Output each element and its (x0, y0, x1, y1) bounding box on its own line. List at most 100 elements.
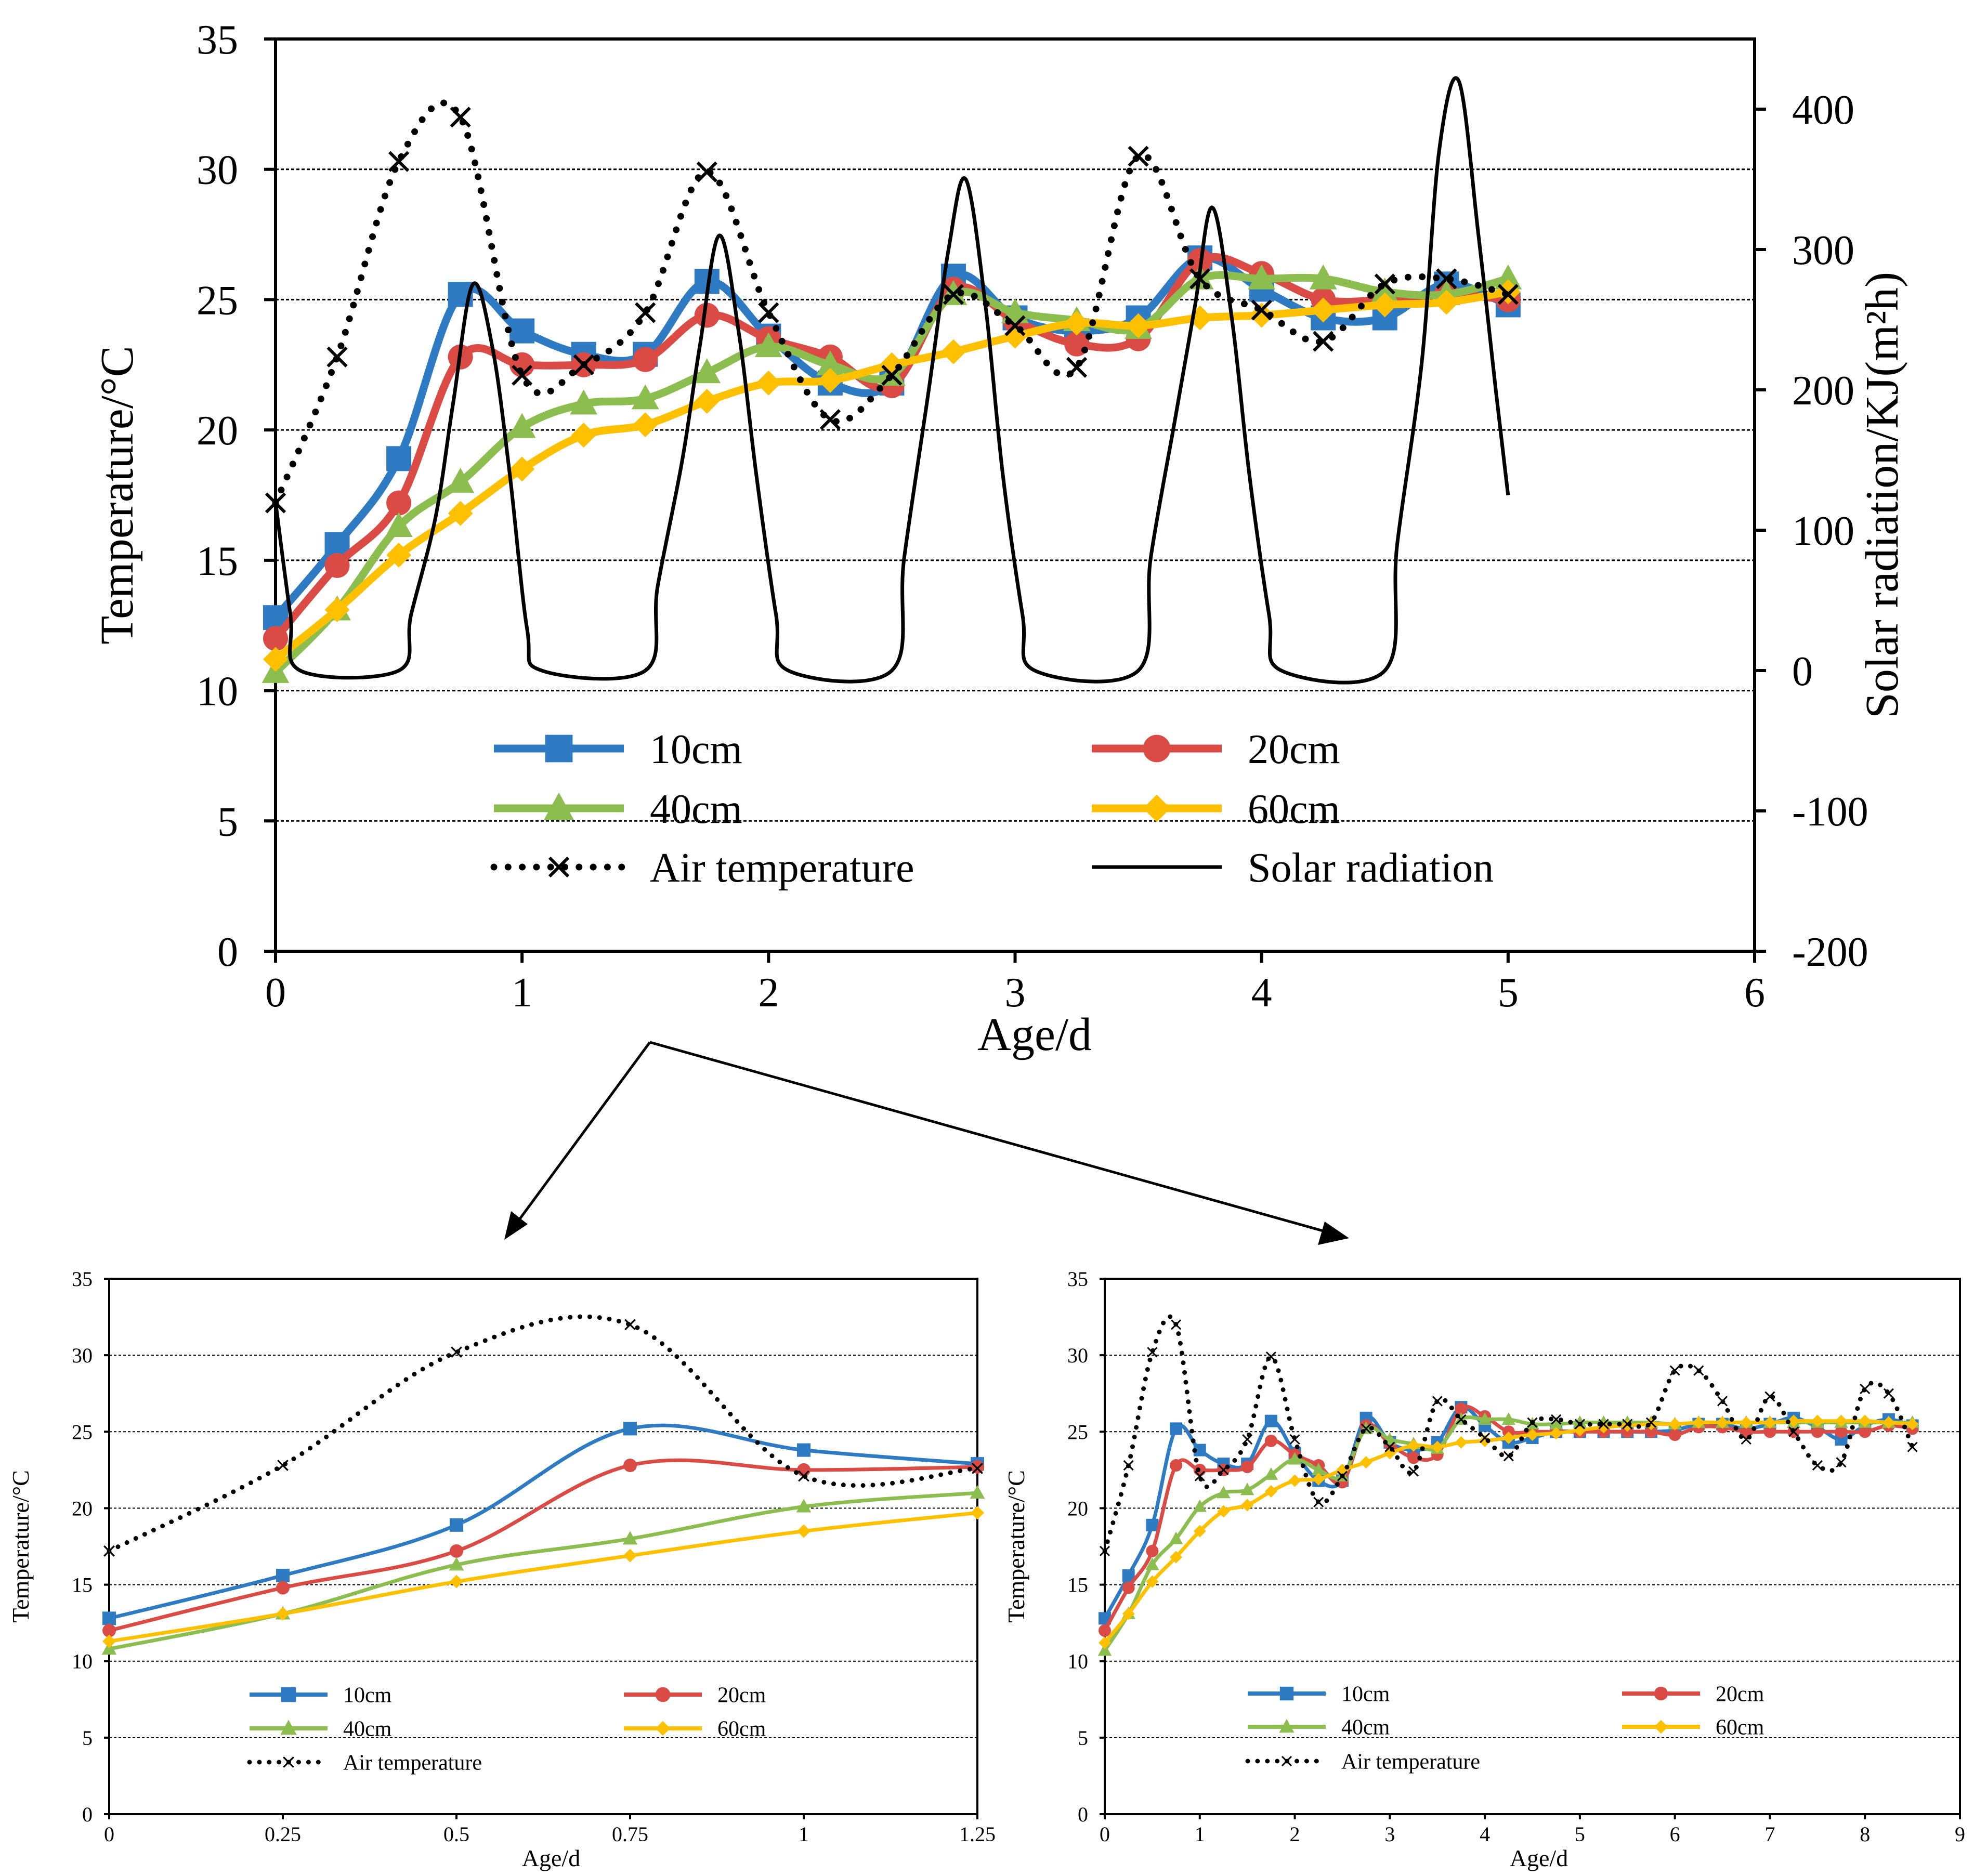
y-axis-label: Temperature/°C (91, 346, 143, 644)
legend-label: 20cm (717, 1684, 766, 1708)
data-point-60cm (1740, 1416, 1753, 1429)
data-point-60cm (1264, 1485, 1277, 1498)
legend-item-solar-radiation: Solar radiation (1092, 845, 1494, 891)
data-point-40cm (1217, 1486, 1231, 1499)
data-point-air-temperature (1717, 1396, 1728, 1407)
cross-stroke (1281, 1755, 1292, 1767)
cross-stroke (1251, 299, 1272, 321)
y-tick-label: 35 (72, 1267, 93, 1291)
cross-stroke (1456, 1414, 1467, 1425)
data-point-air-temperature (1313, 331, 1334, 352)
legend-label: 60cm (1248, 786, 1340, 832)
y-tick-label: 0 (217, 929, 238, 975)
data-point-air-temperature (1622, 1419, 1633, 1429)
x-tick-label: 0 (104, 1822, 114, 1846)
x-tick-label: 8 (1860, 1822, 1870, 1846)
legend-marker (283, 1756, 294, 1768)
x-tick-label: 6 (1670, 1822, 1680, 1846)
cross-stroke (1313, 331, 1334, 352)
y-tick-label: 30 (197, 148, 238, 193)
x-tick-label: 2 (1290, 1822, 1300, 1846)
data-point-20cm (1099, 1624, 1111, 1637)
plot-frame (108, 1278, 978, 1815)
data-point-20cm (633, 347, 658, 372)
legend-label: Air temperature (650, 845, 914, 891)
data-point-60cm (1692, 1416, 1705, 1429)
x-tick-label: 5 (1575, 1822, 1585, 1846)
legend-item-60cm: 60cm (1092, 786, 1340, 832)
data-point-40cm (631, 384, 659, 410)
cross-stroke (1128, 146, 1149, 167)
data-point-40cm (1264, 1467, 1278, 1480)
data-point-20cm (1668, 1428, 1681, 1441)
data-point-60cm (1526, 1428, 1539, 1441)
data-point-air-temperature (1218, 1464, 1229, 1475)
y-tick-label: 15 (197, 539, 238, 584)
data-point-60cm (1550, 1427, 1563, 1440)
data-point-air-temperature (1788, 1426, 1799, 1437)
long-term-chart: 0 5 10 15 20 25 30 35 0 1 2 3 4 5 6 7 8 9 Age/d Temperature… (1003, 1267, 1965, 1871)
cross-stroke (103, 1545, 115, 1557)
data-point-air-temperature (624, 1319, 636, 1331)
y-tick-label: 20 (197, 408, 238, 454)
data-point-air-temperature (1171, 1319, 1182, 1330)
x-tick-label: 3 (1384, 1822, 1395, 1846)
cross-stroke (1598, 1419, 1609, 1429)
cross-stroke (1693, 1365, 1704, 1376)
legend-item-air-temperature: Air temperature (247, 1751, 482, 1775)
x-tick-label: 4 (1480, 1822, 1490, 1846)
data-point-20cm (102, 1623, 116, 1637)
legend-label: Air temperature (1341, 1750, 1480, 1774)
data-point-air-temperature (1194, 1471, 1205, 1481)
cross-stroke (819, 409, 841, 430)
legend-marker (655, 1721, 671, 1736)
data-point-60cm (1434, 290, 1459, 315)
data-point-60cm (1882, 1416, 1895, 1429)
data-point-20cm (1835, 1425, 1848, 1438)
cross-stroke (548, 856, 570, 878)
legend-label: 40cm (343, 1717, 392, 1741)
zoom-chart: 0 5 10 15 20 25 30 35 0 0.25 0.5 0.75 1 1.25 Age/d Temp… (7, 1267, 996, 1871)
data-point-air-temperature (1066, 357, 1088, 378)
data-point-20cm (1407, 1451, 1420, 1464)
data-point-40cm (449, 1557, 464, 1571)
data-point-60cm (1479, 1434, 1492, 1447)
legend-item-20cm: 20cm (624, 1684, 766, 1708)
data-point-40cm (693, 358, 721, 384)
y-tick-label: 20 (72, 1497, 93, 1520)
y2-tick-label: 400 (1792, 87, 1854, 133)
data-point-air-temperature (1456, 1414, 1467, 1425)
data-point-40cm (1193, 1499, 1207, 1512)
data-point-air-temperature (326, 346, 348, 368)
data-point-60cm (817, 368, 843, 393)
data-point-air-temperature (1669, 1365, 1680, 1376)
cross-stroke (1503, 1451, 1514, 1462)
data-point-air-temperature (1551, 1414, 1562, 1425)
data-point-air-temperature (1764, 1391, 1775, 1402)
y-tick-label: 25 (72, 1420, 93, 1444)
data-point-60cm (940, 339, 966, 364)
cross-stroke (1883, 1388, 1894, 1399)
cross-stroke (1764, 1391, 1775, 1402)
data-point-60cm (1193, 1525, 1206, 1538)
x-tick-label: 0.5 (443, 1822, 469, 1846)
data-point-40cm (570, 389, 598, 415)
data-point-10cm (276, 1568, 290, 1582)
data-point-20cm (623, 1459, 637, 1473)
data-point-60cm (1716, 1416, 1729, 1429)
legend-item-40cm: 40cm (1248, 1716, 1390, 1740)
cross-stroke (1907, 1441, 1918, 1452)
data-point-air-temperature (972, 1463, 983, 1474)
y2-tick-label: 300 (1792, 228, 1854, 273)
cross-stroke (1218, 1464, 1229, 1475)
data-point-10cm (102, 1611, 116, 1625)
legend-label: 10cm (650, 727, 742, 772)
y2-tick-label: 0 (1792, 649, 1813, 694)
cross-stroke (1812, 1460, 1823, 1471)
legend-item-40cm: 40cm (494, 786, 742, 832)
series-solar-radiation (273, 76, 1510, 685)
data-point-40cm (1371, 277, 1399, 303)
x-tick-label: 3 (1005, 970, 1026, 1016)
legend-item-10cm: 10cm (250, 1684, 392, 1708)
legend-marker (655, 1687, 671, 1702)
